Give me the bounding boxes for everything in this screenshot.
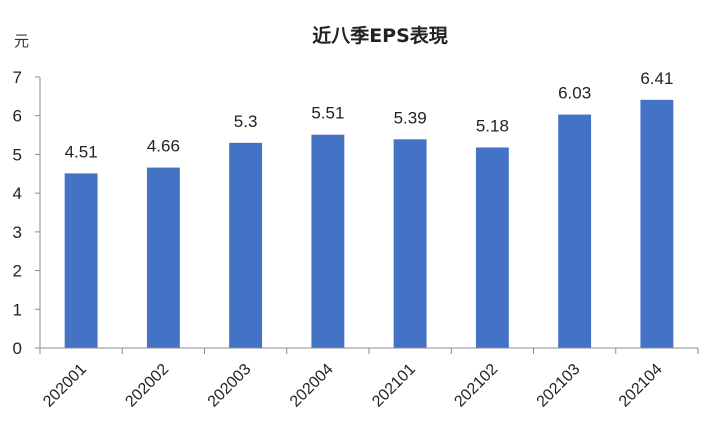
- x-axis: 202001 202002 202003 202004 202101 202102 2021…: [39, 347, 699, 411]
- data-label: 6.41: [640, 69, 673, 88]
- bar: [640, 99, 674, 348]
- y-tick-label: 2: [13, 262, 22, 281]
- x-tick-label: 202103: [534, 361, 584, 411]
- x-tick-label: 202004: [287, 361, 337, 411]
- bar: [558, 114, 592, 348]
- data-label: 5.51: [311, 104, 344, 123]
- chart-title: 近八季EPS表現: [312, 24, 448, 47]
- y-tick-label: 1: [13, 300, 22, 319]
- y-tick-label: 0: [13, 339, 22, 358]
- bar: [64, 173, 98, 348]
- y-axis: 0 1 2 3 4 5 6 7: [13, 68, 41, 358]
- data-label: 6.03: [558, 84, 591, 103]
- x-tick-label: 202003: [205, 361, 255, 411]
- bar: [229, 142, 263, 348]
- x-tick-label: 202001: [40, 361, 90, 411]
- y-tick-label: 6: [13, 107, 22, 126]
- bar: [146, 167, 180, 348]
- y-tick-label: 7: [13, 68, 22, 87]
- data-label: 4.51: [65, 142, 98, 161]
- y-axis-unit-label: 元: [14, 32, 29, 50]
- y-tick-label: 3: [13, 223, 22, 242]
- data-label: 4.66: [147, 137, 180, 156]
- y-tick-label: 5: [13, 145, 22, 164]
- data-labels: 4.51 4.66 5.3 5.51 5.39 5.18 6.03 6.41: [65, 69, 674, 162]
- bar-series: [64, 99, 674, 348]
- x-tick-label: 202002: [122, 361, 172, 411]
- bar: [311, 134, 345, 348]
- x-tick-label: 202101: [369, 361, 419, 411]
- data-label: 5.18: [476, 116, 509, 135]
- data-label: 5.39: [394, 108, 427, 127]
- bar: [475, 147, 509, 348]
- y-tick-label: 4: [13, 184, 22, 203]
- x-tick-label: 202102: [451, 361, 501, 411]
- x-tick-label: 202104: [616, 361, 666, 411]
- bar: [393, 139, 427, 348]
- data-label: 5.3: [234, 112, 258, 131]
